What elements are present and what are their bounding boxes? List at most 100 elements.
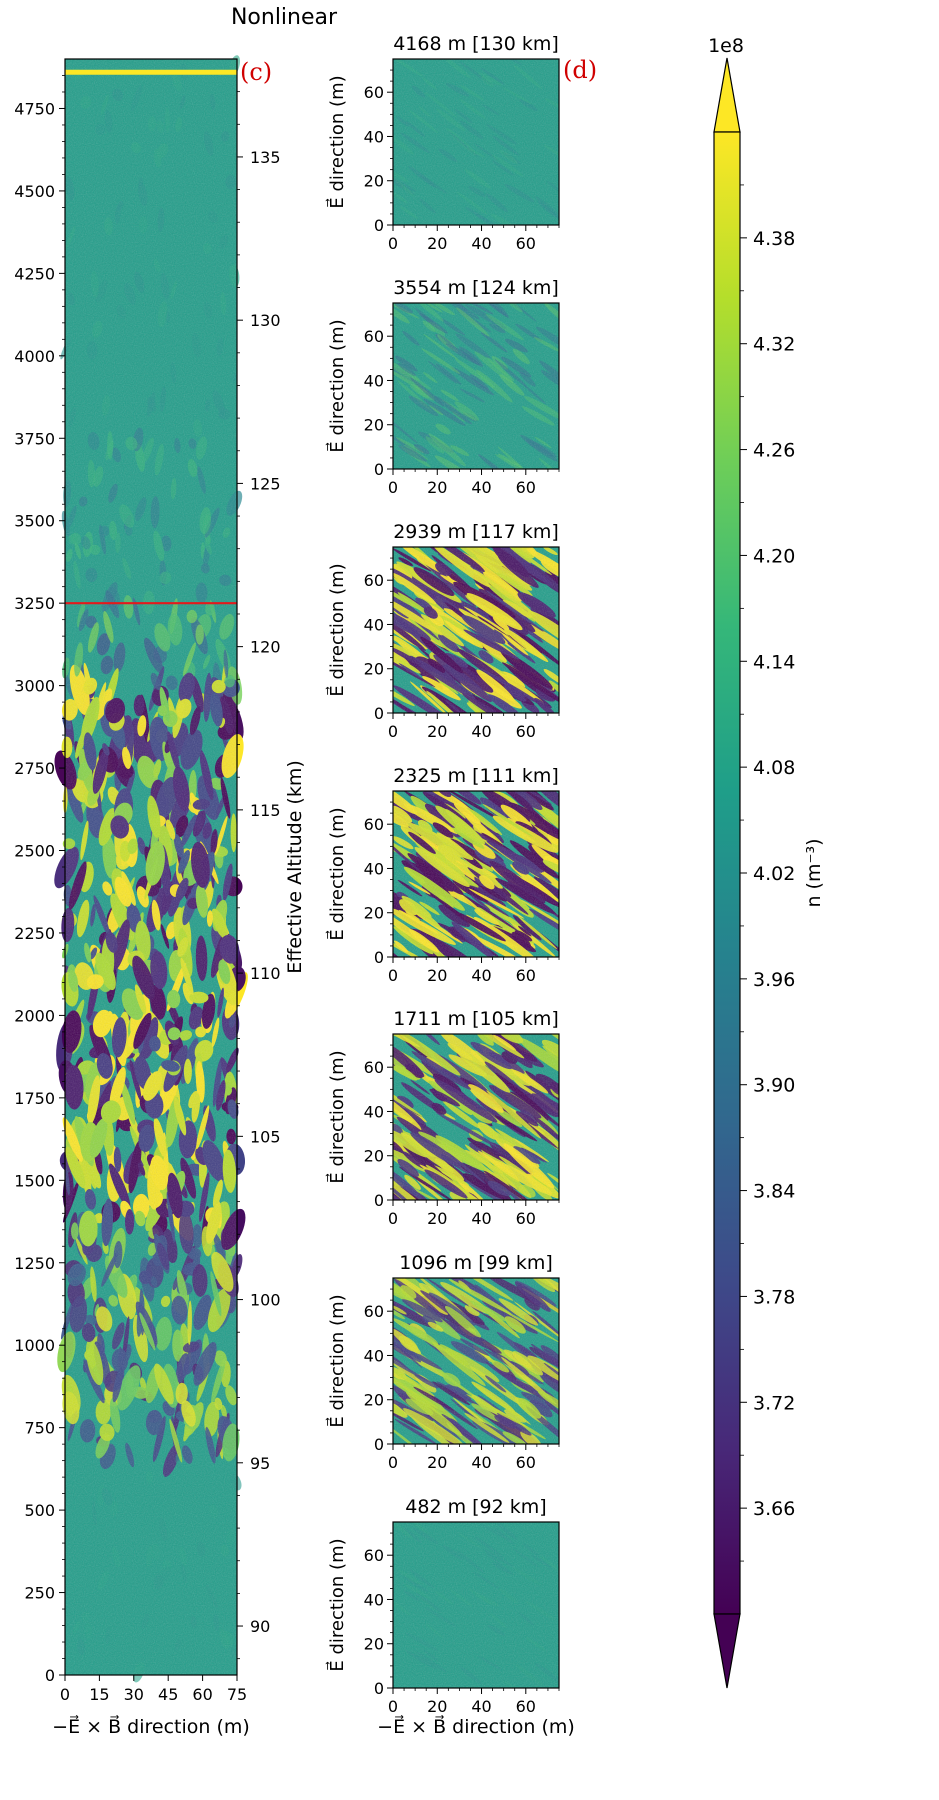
panel-d-y-tick-label: 0 [374, 948, 384, 967]
panel-d-y-tick-label: 0 [374, 1191, 384, 1210]
panel-d-label: (d) [563, 56, 597, 84]
panel-d-y-tick-label: 20 [364, 172, 384, 191]
panel-c-right-tick-label: 95 [250, 1454, 270, 1473]
panel-d-y-tick-label: 20 [364, 1635, 384, 1654]
panel-d-x-tick-label: 0 [388, 1209, 398, 1228]
panel-c-x-tick-label: 45 [158, 1685, 178, 1704]
panel-d-x-tick-label: 0 [388, 478, 398, 497]
panel-c-y-tick-label: 3500 [14, 512, 55, 531]
panel-d-x-tick-label: 0 [388, 722, 398, 741]
panel-c-right-tick-label: 125 [250, 474, 281, 493]
panel-c-right-tick-label: 100 [250, 1291, 281, 1310]
panel-d-small-multiples: 4168 m [130 km] 0 20 40 60 0 20 40 60 E⃗ directio… [326, 33, 560, 1716]
colorbar-extend-top [713, 57, 741, 133]
panel-c-y-tick-label: 4500 [14, 182, 55, 201]
colorbar-tick-label: 4.08 [753, 757, 795, 779]
colorbar-tick-label: 4.38 [753, 228, 795, 250]
panel-d-speckle [393, 303, 559, 469]
panel-d-x-tick-label: 40 [471, 234, 491, 253]
panel-c-right-tick-label: 130 [250, 311, 281, 330]
colorbar-tick-label: 3.84 [753, 1181, 795, 1203]
panel-c-y-tick-label: 1250 [14, 1254, 55, 1273]
panel-d-y-tick-label: 0 [374, 704, 384, 723]
panel-d-subplot-title: 3554 m [124 km] [393, 277, 559, 299]
panel-c-right-tick-label: 90 [250, 1617, 270, 1636]
panel-d-y-tick-label: 60 [364, 1058, 384, 1077]
panel-d-x-tick-label: 40 [471, 1697, 491, 1716]
panel-c-y-tick-label: 2250 [14, 924, 55, 943]
panel-d-x-tick-label: 0 [388, 966, 398, 985]
panel-d-x-tick-label: 60 [516, 1697, 536, 1716]
panel-d-subplot-image [393, 1034, 559, 1200]
colorbar-tick-label: 4.14 [753, 651, 795, 673]
panel-d-subplot-frame [392, 1277, 560, 1445]
panel-d-y-tick-label: 60 [364, 1302, 384, 1321]
panel-d-subplot: 482 m [92 km] 0 20 40 60 0 20 40 60 E⃗ direction … [326, 1496, 560, 1716]
panel-d-subplot: 3554 m [124 km] 0 20 40 60 0 20 40 60 E⃗ directio… [326, 277, 560, 497]
panel-d-subplot: 4168 m [130 km] 0 20 40 60 0 20 40 60 E⃗ directio… [326, 33, 560, 253]
panel-d-subplot-title: 2325 m [111 km] [393, 765, 559, 787]
panel-d-x-tick-label: 20 [427, 478, 447, 497]
panel-d-ylabel: E⃗ direction (m) [326, 807, 348, 940]
panel-d-subplot-title: 4168 m [130 km] [393, 33, 559, 55]
panel-c-speckle [65, 59, 237, 1675]
panel-c-right-tick-label: 120 [250, 638, 281, 657]
panel-c-x-tick-label: 15 [89, 1685, 109, 1704]
panel-d-y-tick-label: 60 [364, 83, 384, 102]
panel-d-subplot: 2939 m [117 km] 0 20 40 60 0 20 40 60 E⃗ directio… [326, 521, 560, 741]
panel-d-y-tick-label: 40 [364, 371, 384, 390]
panel-d-y-tick-label: 0 [374, 216, 384, 235]
panel-c-y-tick-label: 1500 [14, 1171, 55, 1190]
panel-d-ylabel: E⃗ direction (m) [326, 1538, 348, 1671]
figure-title: Nonlinear [231, 5, 338, 30]
panel-d-x-tick-label: 60 [516, 478, 536, 497]
colorbar-tick-label: 4.02 [753, 863, 795, 885]
colorbar-tick-label: 4.32 [753, 334, 795, 356]
panel-d-subplot-image [393, 303, 559, 469]
panel-d-subplot-title: 1711 m [105 km] [393, 1008, 559, 1030]
panel-c-x-axis: 0 15 30 45 60 75 [60, 1675, 247, 1704]
panel-d-y-tick-label: 60 [364, 327, 384, 346]
panel-c-y-tick-label: 1000 [14, 1336, 55, 1355]
panel-c-y-tick-label: 1750 [14, 1089, 55, 1108]
panel-d-speckle [393, 1278, 559, 1444]
panel-c-y-tick-label: 2750 [14, 759, 55, 778]
colorbar-tick-label: 3.66 [753, 1498, 795, 1520]
panel-c-y-tick-label: 750 [24, 1419, 55, 1438]
panel-c-right-tick-label: 135 [250, 148, 281, 167]
panel-d-y-tick-label: 40 [364, 127, 384, 146]
panel-d-speckle [393, 59, 559, 225]
panel-d-speckle [393, 1522, 559, 1688]
panel-d-x-tick-label: 20 [427, 1453, 447, 1472]
panel-d-x-tick-label: 40 [471, 966, 491, 985]
panel-d-y-tick-label: 0 [374, 460, 384, 479]
panel-d-ylabel: E⃗ direction (m) [326, 319, 348, 452]
panel-d-y-tick-label: 40 [364, 615, 384, 634]
colorbar-bar [713, 131, 741, 1615]
panel-c-y-tick-label: 2000 [14, 1006, 55, 1025]
panel-c-x-tick-label: 75 [227, 1685, 247, 1704]
panel-d-subplot-frame [392, 1521, 560, 1689]
panel-d-subplot-frame [392, 58, 560, 226]
panel-d-subplot-title: 2939 m [117 km] [393, 521, 559, 543]
panel-d-y-tick-label: 20 [364, 1147, 384, 1166]
panel-c-y-tick-label: 2500 [14, 842, 55, 861]
panel-c-x-tick-label: 30 [124, 1685, 144, 1704]
panel-d-subplot-image [393, 1522, 559, 1688]
panel-d-subplot-frame [392, 790, 560, 958]
panel-c-right-axis: 90 95 100 105 110 115 120 125 130 135 [237, 91, 281, 1660]
colorbar-tick-label: 3.96 [753, 969, 795, 991]
panel-d-y-tick-label: 20 [364, 1391, 384, 1410]
panel-d-subplot-frame [392, 302, 560, 470]
panel-d-y-tick-label: 0 [374, 1679, 384, 1698]
panel-d-subplot-image [393, 1278, 559, 1444]
panel-d-ylabel: E⃗ direction (m) [326, 1294, 348, 1427]
panel-c-tall-heatmap: 0250500750100012501500175020002250250027… [14, 55, 306, 1738]
panel-d-subplot-image [393, 59, 559, 225]
panel-c-marker-lines [65, 69, 237, 605]
panel-d-subplot-image [393, 791, 559, 957]
panel-c-y-tick-label: 3250 [14, 594, 55, 613]
panel-c-y-axis: 0 250 500 750 1000 1250 1500 1750 2000 2250 2500 27… [14, 75, 65, 1685]
panel-d-ylabel: E⃗ direction (m) [326, 1050, 348, 1183]
